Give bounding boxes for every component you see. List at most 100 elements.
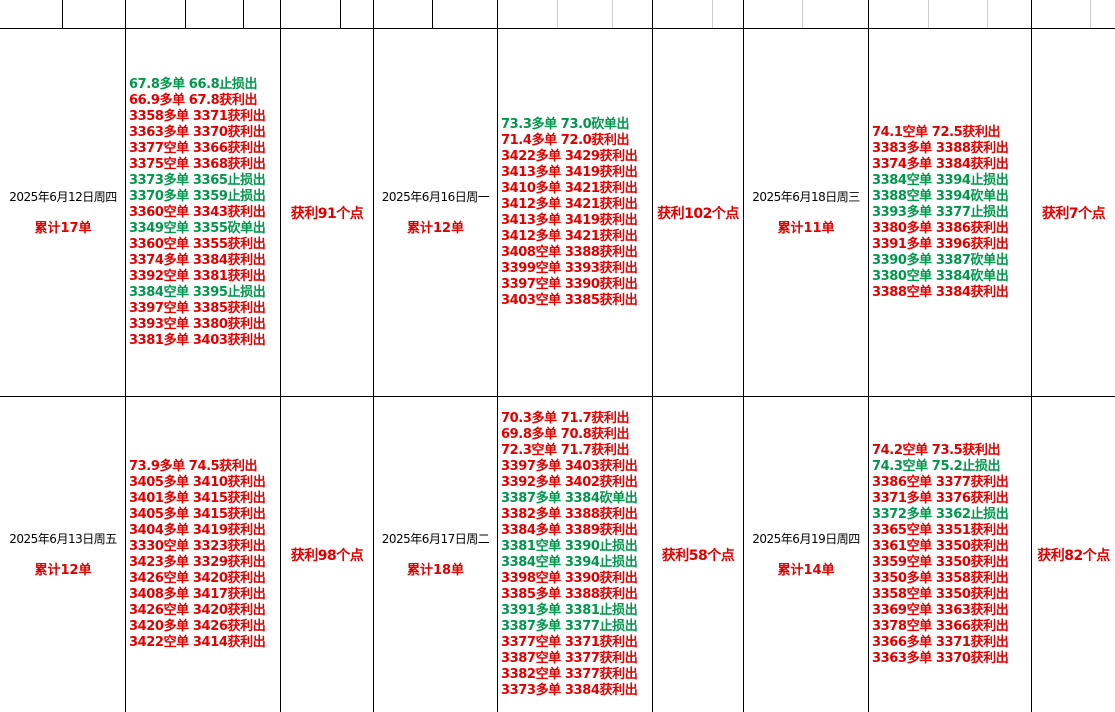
grid-line xyxy=(280,0,281,712)
trade: 3381空单 3390止损出 xyxy=(501,538,638,554)
trade: 74.3空单 75.2止损出 xyxy=(872,458,1001,474)
trade: 3423多单 3329获利出 xyxy=(129,554,266,570)
order-count: 累计12单 xyxy=(406,220,465,236)
grid-line xyxy=(652,0,653,712)
trade: 3375空单 3368获利出 xyxy=(129,156,266,172)
trade: 3388空单 3394砍单出 xyxy=(872,188,1009,204)
trade: 3393多单 3377止损出 xyxy=(872,204,1009,220)
trades-cell: 73.3多单 73.0砍单出 71.4多单 72.0获利出 3422多单 3429获… xyxy=(498,29,652,396)
trade: 3374多单 3384获利出 xyxy=(872,156,1009,172)
date: 2025年6月17日周二 xyxy=(381,531,490,546)
trade: 3360空单 3355获利出 xyxy=(129,236,266,252)
trade: 3365空单 3351获利出 xyxy=(872,522,1009,538)
trade: 3404多单 3419获利出 xyxy=(129,522,266,538)
grid-line xyxy=(125,0,126,712)
result-cell: 获利91个点 xyxy=(281,29,373,396)
trade: 3426空单 3420获利出 xyxy=(129,602,266,618)
date: 2025年6月13日周五 xyxy=(9,531,117,546)
trade: 73.9多单 74.5获利出 xyxy=(129,458,258,474)
grid-line xyxy=(432,0,433,28)
trade: 3383多单 3388获利出 xyxy=(872,140,1009,156)
trade: 3360空单 3343获利出 xyxy=(129,204,266,220)
grid-line xyxy=(1090,0,1091,28)
date-cell: 2025年6月17日周二 累计18单 xyxy=(374,397,497,712)
trade: 3372多单 3362止损出 xyxy=(872,506,1009,522)
trade: 3358空单 3350获利出 xyxy=(872,586,1009,602)
grid-line xyxy=(243,0,244,28)
date-cell: 2025年6月18日周三 累计11单 xyxy=(744,29,868,396)
trade: 3361空单 3350获利出 xyxy=(872,538,1009,554)
trade: 74.2空单 73.5获利出 xyxy=(872,442,1001,458)
grid-line xyxy=(612,0,613,28)
grid-line xyxy=(712,0,713,28)
grid-line xyxy=(373,0,374,712)
trade: 3349空单 3355砍单出 xyxy=(129,220,266,236)
grid-line xyxy=(928,0,929,28)
trade: 3387空单 3377获利出 xyxy=(501,650,638,666)
trade: 3382空单 3377获利出 xyxy=(501,666,638,682)
trade: 3373多单 3384获利出 xyxy=(501,682,638,698)
grid-line xyxy=(0,28,1115,29)
trade: 3381多单 3403获利出 xyxy=(129,332,266,348)
grid-line xyxy=(557,0,558,28)
grid-line xyxy=(1031,0,1032,712)
grid-line xyxy=(340,0,341,28)
trade: 3374多单 3384获利出 xyxy=(129,252,266,268)
trade: 3422多单 3429获利出 xyxy=(501,148,638,164)
trade: 3401多单 3415获利出 xyxy=(129,490,266,506)
result: 获利91个点 xyxy=(290,205,364,222)
grid-line xyxy=(497,0,498,712)
result: 获利58个点 xyxy=(661,547,735,564)
trade: 3384多单 3389获利出 xyxy=(501,522,638,538)
grid-line xyxy=(802,0,803,28)
trade: 3392多单 3402获利出 xyxy=(501,474,638,490)
result-cell: 获利102个点 xyxy=(653,29,743,396)
trade: 3350多单 3358获利出 xyxy=(872,570,1009,586)
trade: 3369空单 3363获利出 xyxy=(872,602,1009,618)
trade: 3422空单 3414获利出 xyxy=(129,634,266,650)
trade: 67.8多单 66.8止损出 xyxy=(129,76,258,92)
trade: 3382多单 3388获利出 xyxy=(501,506,638,522)
result: 获利82个点 xyxy=(1037,547,1110,564)
trade: 72.3空单 71.7获利出 xyxy=(501,442,630,458)
grid-line xyxy=(743,0,744,712)
trade: 3392空单 3381获利出 xyxy=(129,268,266,284)
trade: 3413多单 3419获利出 xyxy=(501,164,638,180)
trade: 3380空单 3384砍单出 xyxy=(872,268,1009,284)
date-cell: 2025年6月19日周四 累计14单 xyxy=(744,397,868,712)
trade: 3393空单 3380获利出 xyxy=(129,316,266,332)
grid-line xyxy=(868,0,869,712)
order-count: 累计14单 xyxy=(777,562,835,578)
grid-line xyxy=(987,0,988,28)
trade: 3384空单 3394止损出 xyxy=(872,172,1009,188)
trade: 3399空单 3393获利出 xyxy=(501,260,638,276)
trade: 3398空单 3390获利出 xyxy=(501,570,638,586)
grid-line xyxy=(185,0,186,28)
trade: 3378空单 3366获利出 xyxy=(872,618,1009,634)
trade: 3391多单 3381止损出 xyxy=(501,602,638,618)
result-cell: 获利82个点 xyxy=(1032,397,1115,712)
trades-cell: 67.8多单 66.8止损出 66.9多单 67.8获利出 3358多单 3371获… xyxy=(126,29,280,396)
trade: 3388空单 3384获利出 xyxy=(872,284,1009,300)
result: 获利102个点 xyxy=(657,205,739,222)
trade: 74.1空单 72.5获利出 xyxy=(872,124,1001,140)
trade: 73.3多单 73.0砍单出 xyxy=(501,116,630,132)
date: 2025年6月16日周一 xyxy=(381,189,490,204)
trade: 3405多单 3410获利出 xyxy=(129,474,266,490)
trade: 3410多单 3421获利出 xyxy=(501,180,638,196)
trade: 3363多单 3370获利出 xyxy=(872,650,1009,666)
trade: 3387多单 3377止损出 xyxy=(501,618,638,634)
result-cell: 获利7个点 xyxy=(1032,29,1115,396)
trade: 3413多单 3419获利出 xyxy=(501,212,638,228)
trade: 3380多单 3386获利出 xyxy=(872,220,1009,236)
trade: 3397空单 3390获利出 xyxy=(501,276,638,292)
trade: 3377空单 3371获利出 xyxy=(501,634,638,650)
trade: 3391多单 3396获利出 xyxy=(872,236,1009,252)
trade: 3408空单 3388获利出 xyxy=(501,244,638,260)
trade: 3403空单 3385获利出 xyxy=(501,292,638,308)
date-cell: 2025年6月16日周一 累计12单 xyxy=(374,29,497,396)
trade: 3359空单 3350获利出 xyxy=(872,554,1009,570)
trades-cell: 74.2空单 73.5获利出 74.3空单 75.2止损出 3386空单 3377获… xyxy=(869,397,1031,712)
trade: 3358多单 3371获利出 xyxy=(129,108,266,124)
